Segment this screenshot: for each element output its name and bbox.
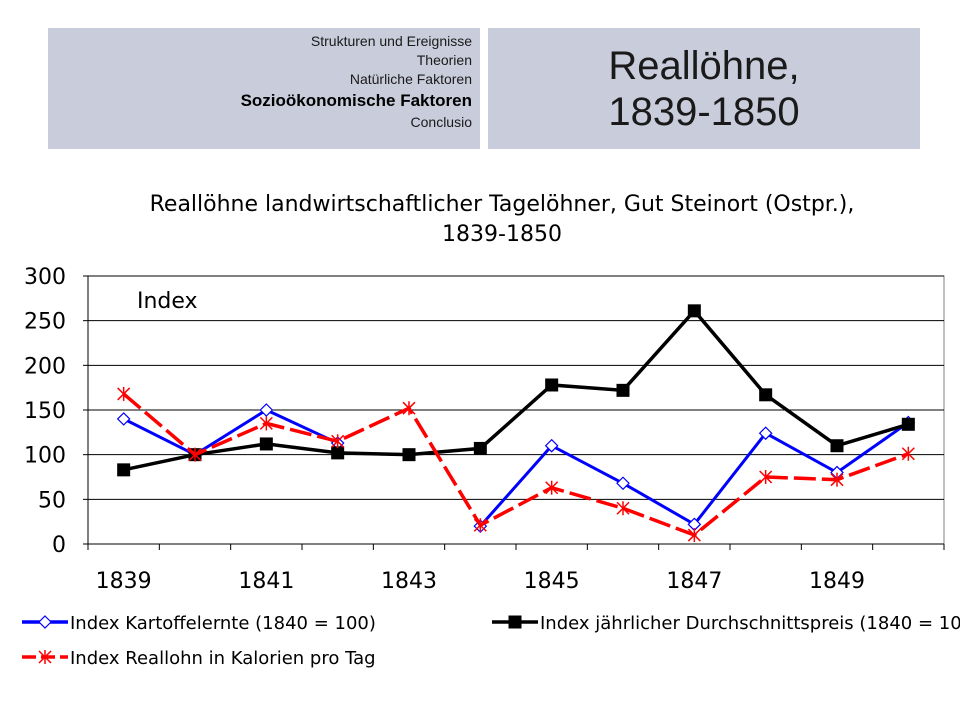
x-tick-label-1847: 1847: [666, 569, 722, 594]
series-line-reallohn: [122, 392, 909, 538]
section-nav: Strukturen und Ereignisse Theorien Natür…: [48, 28, 480, 149]
y-tick-label-50: 50: [38, 488, 66, 513]
point-durchschnittspreis-1848: [759, 388, 773, 402]
x-tick-label-1843: 1843: [381, 569, 437, 594]
x-tick-label-1841: 1841: [238, 569, 294, 594]
point-durchschnittspreis-1849: [830, 439, 844, 453]
point-reallohn-1850: [901, 446, 915, 461]
point-reallohn-1849: [830, 472, 844, 487]
y-tick-label-150: 150: [24, 399, 66, 424]
point-kartoffelernte-1839: [116, 412, 131, 426]
point-reallohn-1847: [687, 528, 701, 543]
nav-item-soziooekonomische-faktoren[interactable]: Sozioökonomische Faktoren: [240, 91, 472, 110]
series-line-durchschnittspreis: [123, 308, 909, 472]
point-durchschnittspreis-1842: [331, 446, 345, 460]
point-reallohn-1844: [473, 518, 487, 533]
point-reallohn-1841: [259, 416, 273, 431]
point-durchschnittspreis-1845: [545, 378, 559, 392]
point-reallohn-1848: [759, 470, 773, 484]
point-kartoffelernte-1846: [616, 476, 630, 491]
point-durchschnittspreis-1841: [259, 437, 273, 451]
point-reallohn-1846: [616, 501, 630, 516]
chart-title-line1: Reallöhne landwirtschaftlicher Tagelöhne…: [150, 192, 855, 217]
point-durchschnittspreis-1850: [901, 417, 915, 431]
point-kartoffelernte-1841: [259, 403, 274, 417]
point-durchschnittspreis-1846: [616, 383, 630, 397]
legend-label-reallohn: Index Reallohn in Kalorien pro Tag: [70, 648, 376, 669]
legend-marker-kartoffelernte: [38, 615, 52, 629]
x-tick-label-1845: 1845: [524, 569, 580, 594]
point-durchschnittspreis-1844: [473, 441, 487, 455]
nav-item-conclusio[interactable]: Conclusio: [410, 114, 472, 130]
chart-title-line2: 1839-1850: [442, 222, 562, 247]
y-tick-label-0: 0: [52, 533, 66, 558]
point-reallohn-1843: [402, 401, 416, 416]
point-reallohn-1845: [545, 480, 559, 495]
y-tick-label-200: 200: [24, 354, 66, 379]
point-durchschnittspreis-1847: [687, 304, 701, 318]
nav-item-strukturen[interactable]: Strukturen und Ereignisse: [310, 33, 472, 49]
nav-item-theorien[interactable]: Theorien: [416, 52, 472, 68]
slide-title-box: Reallöhne, 1839-1850: [488, 28, 920, 149]
legend-label-kartoffelernte: Index Kartoffelernte (1840 = 100): [70, 613, 376, 634]
point-kartoffelernte-1845: [544, 438, 559, 453]
slide-title-line2: 1839-1850: [608, 89, 800, 134]
y-tick-label-250: 250: [24, 310, 66, 335]
legend-label-durchschnittspreis: Index jährlicher Durchschnittspreis (184…: [540, 613, 960, 634]
series-line-kartoffelernte: [122, 408, 339, 457]
point-reallohn-1840: [188, 447, 202, 462]
nav-item-natuerliche-faktoren[interactable]: Natürliche Faktoren: [349, 71, 472, 87]
y-tick-label-100: 100: [24, 444, 66, 469]
point-kartoffelernte-1848: [758, 426, 773, 441]
legend-marker-reallohn: [38, 650, 52, 664]
legend-marker-durchschnittspreis: [508, 615, 522, 629]
index-annotation: Index: [137, 289, 198, 314]
point-durchschnittspreis-1839: [117, 463, 131, 477]
point-reallohn-1842: [331, 434, 345, 449]
point-reallohn-1839: [117, 386, 131, 401]
y-tick-label-300: 300: [24, 265, 66, 290]
point-durchschnittspreis-1843: [402, 448, 416, 462]
x-tick-label-1839: 1839: [96, 569, 152, 594]
slide-title-line1: Reallöhne,: [608, 43, 800, 88]
x-tick-label-1849: 1849: [809, 569, 865, 594]
